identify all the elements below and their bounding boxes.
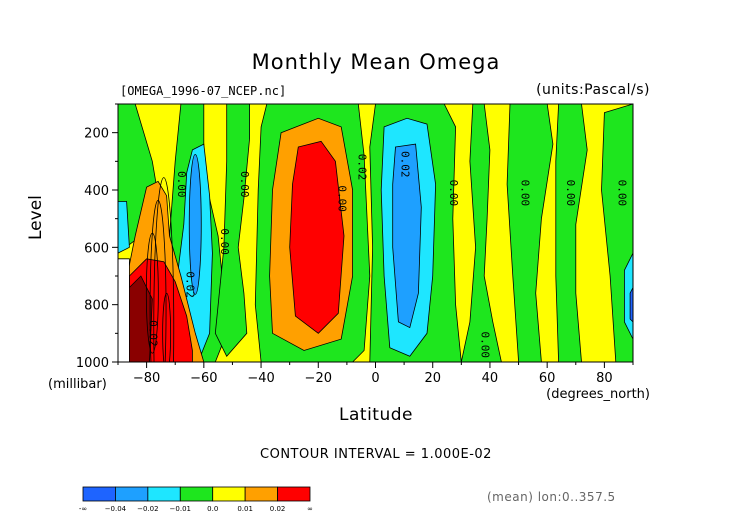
contour-label-10: 0.00: [564, 180, 577, 207]
field-blue-south: [188, 153, 202, 295]
contour-line-2: [153, 177, 175, 362]
field-green-north-2: [506, 104, 554, 362]
x-tick-label: 60: [539, 371, 556, 386]
field-cyan-pole: [118, 201, 130, 254]
field-blue-north-pole: [629, 287, 633, 323]
contour-label-4: 0.02: [146, 320, 159, 347]
x-axis-label: Latitude: [339, 405, 413, 425]
contour-label-3: 0.02: [184, 271, 197, 298]
contour-label-11: 0.00: [616, 180, 629, 207]
x-tick-label: −40: [247, 371, 274, 386]
y-tick-label: 1000: [76, 356, 109, 371]
field-missing: [118, 258, 130, 362]
colorbar-swatch: [212, 486, 246, 502]
y-axis-unit: (millibar): [48, 377, 107, 392]
colorbar-label: -∞: [79, 505, 87, 513]
x-tick-label: 20: [424, 371, 441, 386]
colorbar-swatch: [147, 486, 181, 502]
y-tick-label: 800: [84, 299, 109, 314]
contour-label-12: 0.00: [478, 332, 491, 359]
contour-label-9: 0.00: [518, 180, 531, 207]
y-tick-label: 600: [84, 241, 109, 256]
x-tick-label: −60: [190, 371, 217, 386]
colorbar-swatch: [82, 486, 116, 502]
x-axis-unit: (degrees_north): [546, 387, 650, 402]
chart-title: Monthly Mean Omega: [251, 50, 501, 74]
colorbar-swatch: [244, 486, 278, 502]
colorbar-swatch: [179, 486, 214, 502]
x-tick-label: 80: [596, 371, 613, 386]
x-tick-label: −20: [305, 371, 332, 386]
colorbar-label: 0.0: [207, 505, 218, 513]
colorbar-swatch: [115, 486, 149, 502]
colorbar-label: −0.02: [137, 505, 158, 513]
contour-label-1: 0.00: [238, 171, 251, 198]
contour-label-0: 0.00: [175, 171, 188, 198]
contour-interval-text: CONTOUR INTERVAL = 1.000E-02: [260, 447, 492, 462]
contour-line-3: [162, 292, 172, 362]
colorbar-swatch: [277, 486, 311, 502]
units-label: (units:Pascal/s): [536, 82, 650, 98]
field-green-south-2: [214, 104, 250, 358]
x-tick-label: 40: [482, 371, 499, 386]
colorbar-label: −0.01: [170, 505, 191, 513]
field-blue-tropic: [392, 143, 422, 329]
colorbar-label: ∞: [307, 505, 313, 513]
y-tick-label: 200: [84, 127, 109, 142]
field-green-north: [460, 104, 502, 362]
contour-label-6: 0.02: [355, 154, 368, 181]
field-red-subtropic: [289, 140, 345, 334]
averaging-text: (mean) lon:0..357.5: [487, 490, 616, 504]
x-tick-label: −80: [133, 371, 160, 386]
field-green-north-3: [555, 104, 588, 362]
field-layer: 0.00 0.00 0.00 0.02 0.02 0.00 0.02 0.02 0.00 0.00…: [118, 104, 633, 362]
y-tick-label: 400: [84, 184, 109, 199]
contour-label-5: 0.00: [335, 185, 348, 212]
contour-label-7: 0.02: [398, 151, 411, 178]
x-tick-label: 0: [371, 371, 379, 386]
colorbar-label: 0.02: [270, 505, 286, 513]
file-label: [OMEGA_1996-07_NCEP.nc]: [120, 84, 287, 98]
contour-label-2: 0.00: [218, 228, 231, 255]
colorbar-label: −0.04: [105, 505, 127, 513]
contour-line-1: [149, 200, 167, 362]
colorbar-label: 0.01: [237, 505, 253, 513]
contour-label-8: 0.00: [447, 180, 460, 207]
